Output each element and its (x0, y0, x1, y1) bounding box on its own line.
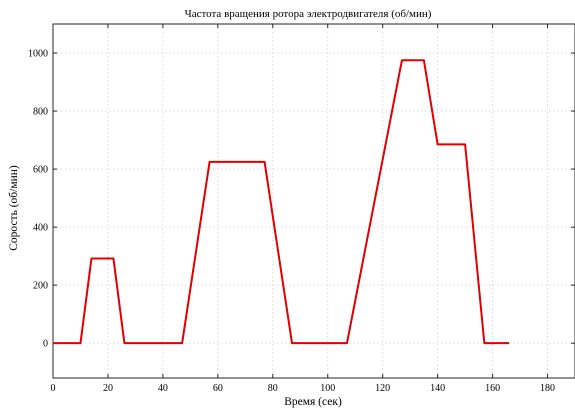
x-tick-label: 40 (158, 383, 168, 394)
y-tick-label: 800 (33, 107, 48, 118)
series-line (53, 59, 510, 345)
grid (52, 24, 575, 378)
y-tick-label: 600 (33, 165, 48, 176)
x-tick-label: 180 (540, 383, 555, 394)
x-axis-ticks: 0 20 40 60 80 100 120 140 160 180 (51, 24, 555, 394)
x-axis-title: Время (сек) (284, 396, 342, 408)
x-tick-label: 140 (430, 383, 445, 394)
series-layer (53, 59, 510, 345)
x-tick-label: 160 (485, 383, 500, 394)
x-tick-label: 0 (51, 383, 56, 394)
y-axis-title: Сорость (об/мин) (8, 165, 20, 251)
y-axis-ticks: 0 200 400 600 800 1000 (28, 49, 575, 350)
x-tick-label: 60 (213, 383, 223, 394)
x-tick-label: 120 (375, 383, 390, 394)
x-tick-label: 20 (103, 383, 113, 394)
y-tick-label: 0 (43, 339, 48, 350)
y-tick-label: 200 (33, 281, 48, 292)
plot-frame (52, 23, 575, 379)
x-tick-label: 80 (268, 383, 278, 394)
y-tick-label: 400 (33, 223, 48, 234)
x-tick-label: 100 (320, 383, 335, 394)
chart-title: Частота вращения ротора электродвигателя… (185, 8, 432, 20)
y-tick-label: 1000 (28, 49, 48, 60)
